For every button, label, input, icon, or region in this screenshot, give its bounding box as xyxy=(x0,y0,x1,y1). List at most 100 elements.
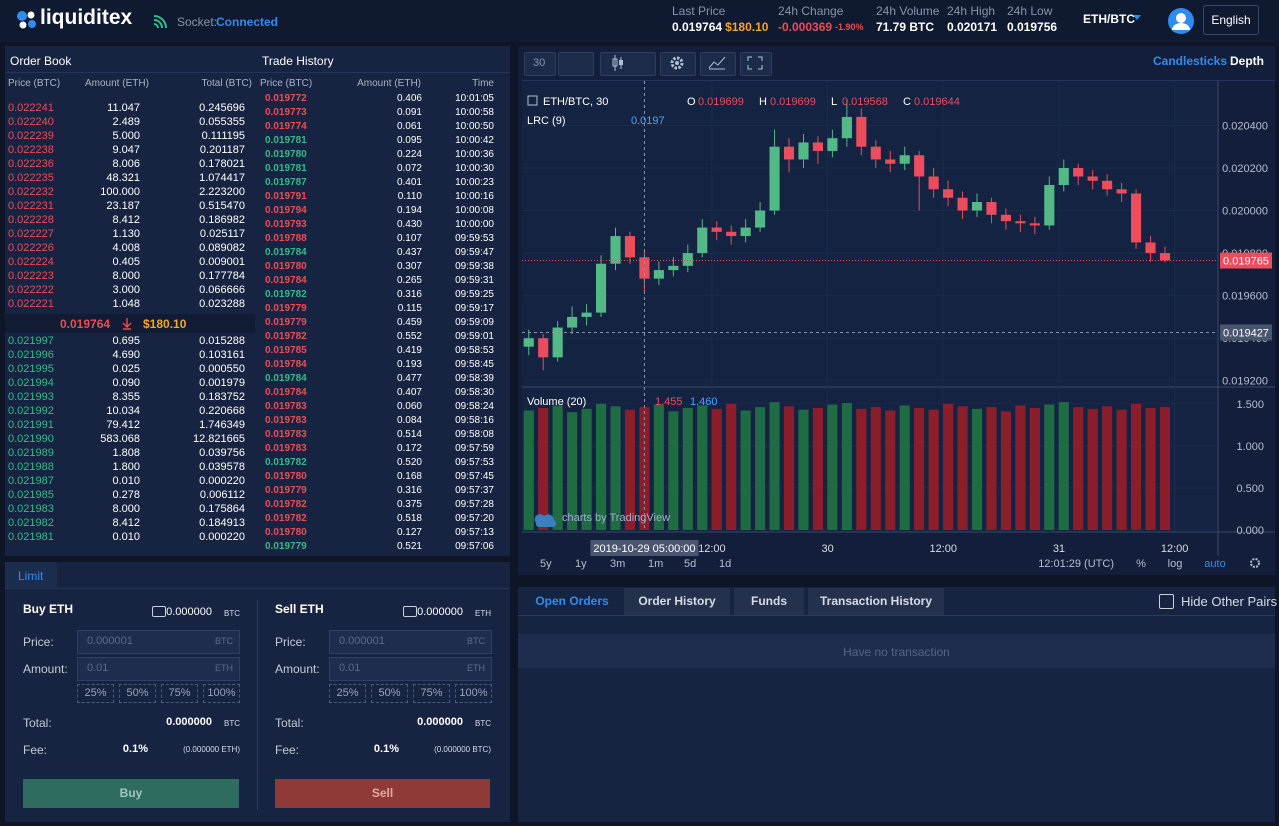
range-button[interactable]: 5d xyxy=(684,558,696,570)
input-unit: BTC xyxy=(467,636,485,646)
candle-body xyxy=(668,265,679,271)
scale-option[interactable]: auto xyxy=(1204,558,1225,570)
tab-depth[interactable]: Depth xyxy=(1230,54,1264,68)
stat-label: 24h Volume xyxy=(876,4,940,18)
range-button[interactable]: 1d xyxy=(719,558,731,570)
hide-pairs-checkbox[interactable] xyxy=(1159,594,1174,609)
volume-bar xyxy=(1044,404,1055,530)
trade-amount: 0.520 xyxy=(396,457,422,468)
percent-button[interactable]: 25% xyxy=(329,684,366,703)
trade-price: 0.019791 xyxy=(265,191,307,202)
book-total: 0.025117 xyxy=(199,228,245,240)
orders-tab[interactable]: Funds xyxy=(734,588,804,615)
book-price: 0.022226 xyxy=(8,242,54,254)
avatar[interactable] xyxy=(1167,7,1195,35)
pair-select[interactable]: ETH/BTC xyxy=(1083,12,1135,26)
orders-tab[interactable]: Transaction History xyxy=(808,588,944,615)
fullscreen-box[interactable] xyxy=(740,52,772,76)
percent-button[interactable]: 25% xyxy=(77,684,114,703)
scale-option[interactable]: log xyxy=(1168,558,1183,570)
candle-body xyxy=(1015,221,1026,224)
legend-value: 0.019699 xyxy=(770,96,816,108)
range-button[interactable]: 5y xyxy=(540,558,552,570)
trade-price: 0.019793 xyxy=(265,219,307,230)
submit-button[interactable]: Buy xyxy=(23,779,239,808)
input-box[interactable] xyxy=(329,630,492,654)
trade-amount: 0.194 xyxy=(396,205,422,216)
hide-pairs-label[interactable]: Hide Other Pairs xyxy=(1181,594,1278,609)
menu-box[interactable] xyxy=(558,52,594,76)
mid-price: 0.019764 xyxy=(60,317,111,331)
input-box[interactable] xyxy=(329,657,492,681)
volume-tick-label: 0.500 xyxy=(1236,483,1264,495)
stat-label: 24h High xyxy=(947,4,996,18)
trade-amount: 0.091 xyxy=(396,107,422,118)
book-total: 0.023288 xyxy=(199,298,245,310)
book-price: 0.021992 xyxy=(8,405,54,417)
book-panel xyxy=(5,46,510,556)
input-box[interactable] xyxy=(77,630,240,654)
orders-tab[interactable]: Open Orders xyxy=(535,594,609,608)
language[interactable]: English xyxy=(1203,5,1259,35)
candle-body xyxy=(624,236,636,258)
percent-button[interactable]: 75% xyxy=(161,684,198,703)
volume-bar xyxy=(711,408,722,530)
book-price: 0.021996 xyxy=(8,349,54,361)
percent-button[interactable]: 100% xyxy=(455,684,492,703)
mid-usd: $180.10 xyxy=(143,317,187,331)
trade-price: 0.019784 xyxy=(265,373,307,384)
candle-body xyxy=(726,231,737,237)
range-button[interactable]: 1m xyxy=(648,558,663,570)
legend-key: L xyxy=(831,96,837,108)
volume-bar xyxy=(1000,411,1011,530)
orders-tab[interactable]: Order History xyxy=(624,588,730,615)
book-total: 0.183752 xyxy=(199,391,245,403)
percent-button[interactable]: 100% xyxy=(203,684,240,703)
percent-button[interactable]: 50% xyxy=(119,684,156,703)
chart-type-box[interactable] xyxy=(600,52,656,76)
percent-button[interactable]: 75% xyxy=(413,684,450,703)
candle-body xyxy=(740,227,751,237)
logo[interactable]: liquiditex xyxy=(40,6,133,29)
candle-body xyxy=(711,227,722,232)
book-amount: 8.006 xyxy=(112,158,140,170)
volume-bar xyxy=(943,403,954,530)
candle-body xyxy=(581,312,592,317)
book-total: 0.015288 xyxy=(199,335,245,347)
trade-price: 0.019794 xyxy=(265,205,307,216)
book-price: 0.021993 xyxy=(8,391,54,403)
book-amount: 8.412 xyxy=(112,517,140,529)
crosshair-y-label: 0.019427 xyxy=(1223,327,1269,339)
volume-bar xyxy=(899,405,910,530)
volume-tick-label: 1.000 xyxy=(1236,441,1264,453)
trade-price: 0.019783 xyxy=(265,401,307,412)
stat-value: -0.000369 xyxy=(778,20,833,34)
book-price: 0.021981 xyxy=(8,531,54,543)
book-total: 0.245696 xyxy=(199,102,245,114)
scale-option[interactable]: % xyxy=(1136,558,1146,570)
input-box[interactable] xyxy=(77,657,240,681)
percent-button[interactable]: 50% xyxy=(371,684,408,703)
field-label: Price: xyxy=(23,635,54,649)
trade-time: 10:00:58 xyxy=(455,107,494,118)
trade-time: 09:57:59 xyxy=(455,443,494,454)
limit-tab[interactable]: Limit xyxy=(18,569,44,583)
range-button[interactable]: 1y xyxy=(575,558,587,570)
volume-bar xyxy=(639,407,650,530)
interval-box[interactable] xyxy=(524,52,556,76)
volume-bar xyxy=(1145,407,1156,530)
book-price: 0.022221 xyxy=(8,298,54,310)
submit-button[interactable]: Sell xyxy=(275,779,490,808)
book-price: 0.022224 xyxy=(8,256,54,268)
range-button[interactable]: 3m xyxy=(610,558,625,570)
book-amount: 4.008 xyxy=(112,242,140,254)
col-header: Amount (ETH) xyxy=(357,78,421,89)
book-total: 0.000550 xyxy=(199,363,245,375)
volume-bar xyxy=(870,407,881,530)
indicator-box[interactable] xyxy=(700,52,736,76)
divider xyxy=(5,588,510,589)
tab-candlesticks[interactable]: Candlesticks xyxy=(1153,54,1228,68)
book-amount: 10.034 xyxy=(106,405,140,417)
book-total: 0.111195 xyxy=(201,130,245,142)
trade-amount: 0.060 xyxy=(396,401,422,412)
